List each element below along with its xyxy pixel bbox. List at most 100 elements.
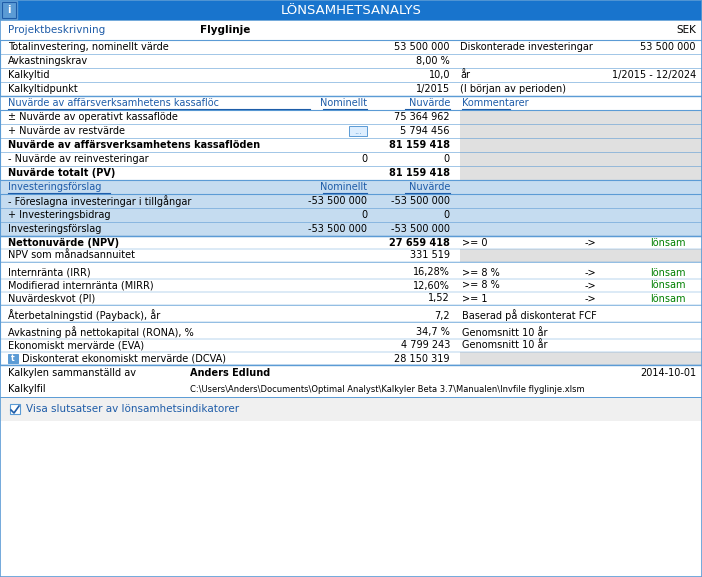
Text: 81 159 418: 81 159 418	[389, 168, 450, 178]
Text: Totalinvestering, nominellt värde: Totalinvestering, nominellt värde	[8, 42, 168, 52]
Bar	[460, 138, 702, 152]
Text: ->: ->	[584, 268, 596, 278]
Bar	[0, 124, 702, 138]
Text: Investeringsförslag: Investeringsförslag	[8, 224, 101, 234]
Bar	[460, 124, 702, 138]
Bar	[0, 194, 702, 208]
Bar	[0, 110, 702, 124]
Text: 75 364 962: 75 364 962	[395, 112, 450, 122]
Text: 2014-10-01: 2014-10-01	[640, 368, 696, 378]
Text: Nuvärde: Nuvärde	[409, 98, 450, 108]
Text: Kommentarer: Kommentarer	[462, 98, 529, 108]
Text: 4 799 243: 4 799 243	[401, 340, 450, 350]
Text: Nominellt: Nominellt	[320, 98, 367, 108]
Bar	[0, 40, 702, 54]
Text: C:\Users\Anders\Documents\Optimal Analyst\Kalkyler Beta 3.7\Manualen\Invfile fly: C:\Users\Anders\Documents\Optimal Analys…	[190, 384, 585, 394]
Bar	[0, 152, 702, 166]
Text: i: i	[7, 5, 11, 15]
Bar	[460, 152, 702, 166]
Text: 0: 0	[361, 210, 367, 220]
Text: Kalkyltidpunkt: Kalkyltidpunkt	[8, 84, 78, 94]
Text: Återbetalningstid (Payback), år: Återbetalningstid (Payback), år	[8, 309, 160, 321]
Text: >= 8 %: >= 8 %	[462, 268, 500, 278]
Bar	[0, 54, 702, 68]
Text: SEK: SEK	[676, 25, 696, 35]
Bar	[460, 249, 702, 262]
Bar	[0, 365, 702, 397]
Bar	[0, 397, 702, 421]
Text: lönsam: lönsam	[650, 268, 685, 278]
Bar	[0, 0, 702, 20]
Text: 0: 0	[361, 154, 367, 164]
Text: 0: 0	[444, 154, 450, 164]
Text: - Nuvärde av reinvesteringar: - Nuvärde av reinvesteringar	[8, 154, 149, 164]
Bar	[1, 1, 17, 19]
Bar	[0, 236, 702, 365]
Text: -53 500 000: -53 500 000	[391, 196, 450, 206]
Text: 81 159 418: 81 159 418	[389, 140, 450, 150]
Text: Nominellt: Nominellt	[320, 182, 367, 192]
Text: (I början av perioden): (I början av perioden)	[460, 84, 566, 94]
Text: -53 500 000: -53 500 000	[308, 224, 367, 234]
Text: >= 0: >= 0	[462, 238, 487, 248]
Bar	[0, 20, 702, 40]
Text: 10,0: 10,0	[428, 70, 450, 80]
Text: 16,28%: 16,28%	[413, 268, 450, 278]
Text: år: år	[460, 70, 470, 80]
Text: 53 500 000: 53 500 000	[640, 42, 696, 52]
Text: Modifierad internränta (MIRR): Modifierad internränta (MIRR)	[8, 280, 154, 290]
Text: 1/2015 - 12/2024: 1/2015 - 12/2024	[611, 70, 696, 80]
Text: -53 500 000: -53 500 000	[308, 196, 367, 206]
Text: 0: 0	[444, 210, 450, 220]
Text: Kalkyltid: Kalkyltid	[8, 70, 50, 80]
Text: Internränta (IRR): Internränta (IRR)	[8, 268, 91, 278]
Bar	[10, 404, 20, 414]
Text: 1,52: 1,52	[428, 294, 450, 304]
Text: -53 500 000: -53 500 000	[391, 224, 450, 234]
Bar	[2, 2, 16, 18]
Bar	[8, 354, 18, 363]
Bar	[460, 352, 702, 365]
Text: 34,7 %: 34,7 %	[416, 328, 450, 338]
Text: Flyglinje: Flyglinje	[200, 25, 251, 35]
Bar	[0, 110, 702, 180]
Text: Nuvärde: Nuvärde	[409, 182, 450, 192]
Bar	[0, 208, 702, 222]
Text: >= 8 %: >= 8 %	[462, 280, 500, 290]
Text: lönsam: lönsam	[650, 294, 685, 304]
Text: Investeringsförslag: Investeringsförslag	[8, 182, 101, 192]
Text: Diskonterat ekonomiskt mervärde (DCVA): Diskonterat ekonomiskt mervärde (DCVA)	[22, 354, 226, 364]
Text: lönsam: lönsam	[650, 280, 685, 290]
Text: Nettonuvärde (NPV): Nettonuvärde (NPV)	[8, 238, 119, 248]
Bar	[460, 166, 702, 180]
Bar	[0, 180, 702, 194]
Text: Ekonomiskt mervärde (EVA): Ekonomiskt mervärde (EVA)	[8, 340, 144, 350]
Text: 331 519: 331 519	[410, 250, 450, 260]
Text: ->: ->	[584, 294, 596, 304]
Text: Nuvärde av affärsverksamhetens kassaflöc: Nuvärde av affärsverksamhetens kassaflöc	[8, 98, 219, 108]
Text: Avkastningskrav: Avkastningskrav	[8, 56, 88, 66]
Bar	[0, 222, 702, 236]
Text: ->: ->	[584, 238, 596, 248]
Text: Nuvärdeskvot (PI): Nuvärdeskvot (PI)	[8, 294, 95, 304]
Text: Kalkylen sammanställd av: Kalkylen sammanställd av	[8, 368, 136, 378]
Bar	[0, 40, 702, 96]
Bar	[0, 194, 702, 236]
Bar	[0, 166, 702, 180]
Text: ...: ...	[354, 126, 362, 136]
Text: Avkastning på nettokapital (RONA), %: Avkastning på nettokapital (RONA), %	[8, 327, 194, 339]
Text: Genomsnitt 10 år: Genomsnitt 10 år	[462, 340, 548, 350]
Text: 53 500 000: 53 500 000	[395, 42, 450, 52]
Text: Anders Edlund: Anders Edlund	[190, 368, 270, 378]
Bar	[0, 236, 702, 365]
Text: Diskonterade investeringar: Diskonterade investeringar	[460, 42, 593, 52]
Text: NPV som månadsannuitet: NPV som månadsannuitet	[8, 250, 135, 260]
Text: 5 794 456: 5 794 456	[401, 126, 450, 136]
Text: 7,2: 7,2	[435, 310, 450, 320]
Bar	[349, 126, 367, 136]
Text: 8,00 %: 8,00 %	[416, 56, 450, 66]
Text: Baserad på diskonterat FCF: Baserad på diskonterat FCF	[462, 309, 597, 321]
Bar	[460, 110, 702, 124]
Text: 1/2015: 1/2015	[416, 84, 450, 94]
Text: ->: ->	[584, 280, 596, 290]
